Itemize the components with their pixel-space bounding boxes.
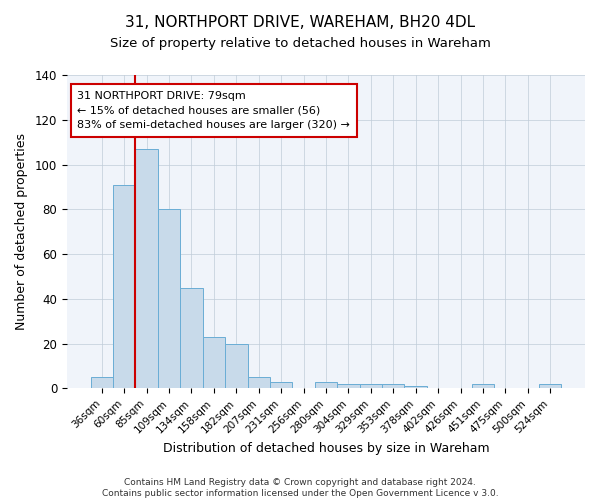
- Bar: [136, 149, 158, 388]
- Bar: [180, 288, 203, 388]
- Bar: [404, 386, 427, 388]
- Bar: [270, 382, 292, 388]
- Text: 31 NORTHPORT DRIVE: 79sqm
← 15% of detached houses are smaller (56)
83% of semi-: 31 NORTHPORT DRIVE: 79sqm ← 15% of detac…: [77, 90, 350, 130]
- Bar: [539, 384, 562, 388]
- X-axis label: Distribution of detached houses by size in Wareham: Distribution of detached houses by size …: [163, 442, 490, 455]
- Bar: [472, 384, 494, 388]
- Bar: [158, 210, 180, 388]
- Bar: [382, 384, 404, 388]
- Text: 31, NORTHPORT DRIVE, WAREHAM, BH20 4DL: 31, NORTHPORT DRIVE, WAREHAM, BH20 4DL: [125, 15, 475, 30]
- Y-axis label: Number of detached properties: Number of detached properties: [15, 133, 28, 330]
- Bar: [337, 384, 359, 388]
- Bar: [315, 382, 337, 388]
- Bar: [359, 384, 382, 388]
- Bar: [225, 344, 248, 388]
- Bar: [248, 378, 270, 388]
- Bar: [91, 378, 113, 388]
- Text: Contains HM Land Registry data © Crown copyright and database right 2024.
Contai: Contains HM Land Registry data © Crown c…: [101, 478, 499, 498]
- Bar: [113, 184, 136, 388]
- Bar: [203, 337, 225, 388]
- Text: Size of property relative to detached houses in Wareham: Size of property relative to detached ho…: [110, 38, 490, 51]
